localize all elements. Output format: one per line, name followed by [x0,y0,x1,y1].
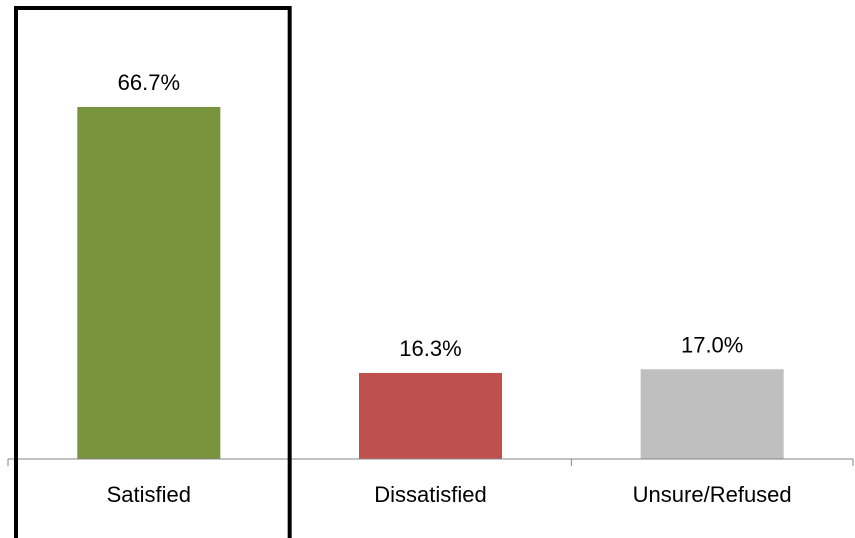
data-label-dissatisfied: 16.3% [399,336,461,361]
x-axis [7,458,854,466]
data-label-satisfied: 66.7% [118,70,180,95]
category-label-satisfied: Satisfied [107,482,191,507]
highlight-box-satisfied [14,6,292,538]
category-label-unsure-refused: Unsure/Refused [633,482,792,507]
bar-unsure-refused [640,369,784,459]
bar-dissatisfied [359,372,502,459]
labels-layer: 66.7% Satisfied 16.3% Dissatisfied 17.0% Unsu… [107,70,792,507]
highlight-layer [14,6,292,538]
data-label-unsure-refused: 17.0% [681,332,743,357]
bar-satisfied [77,107,221,459]
bars-layer [77,107,784,459]
category-label-dissatisfied: Dissatisfied [374,482,486,507]
